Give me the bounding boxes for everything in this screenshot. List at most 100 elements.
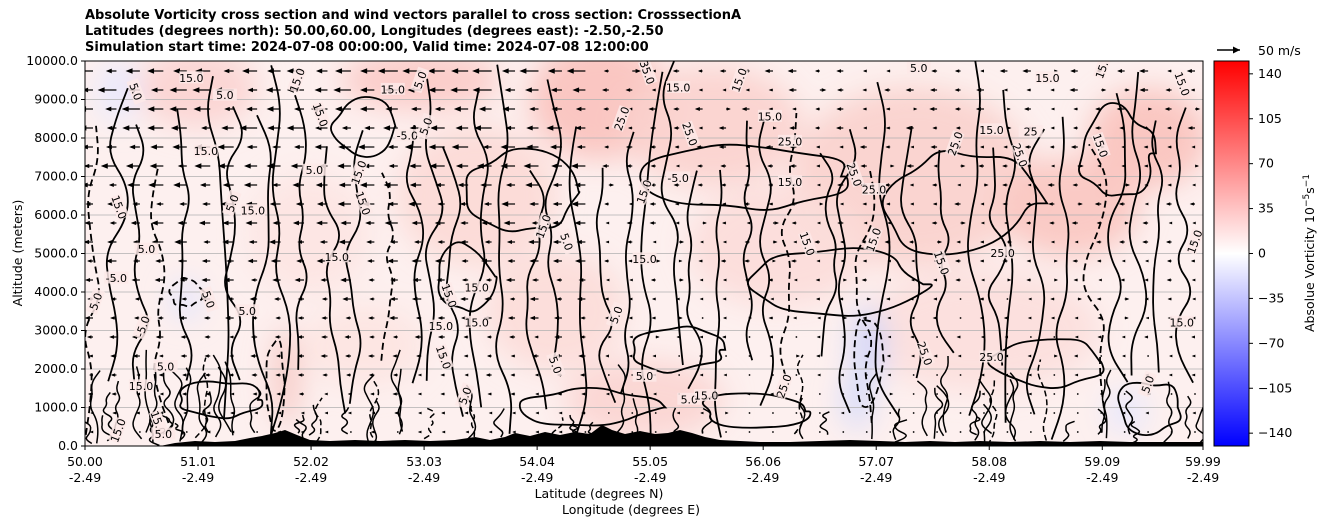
wind-vector-head: [885, 297, 890, 301]
wind-vector-head: [205, 392, 210, 396]
contour-label: 5.0: [412, 70, 430, 91]
wind-vector-head: [698, 259, 703, 263]
wind-vector-head: [650, 164, 655, 168]
wind-vector-head: [767, 164, 772, 168]
wind-vector-head: [437, 240, 443, 244]
contour-label: 25: [1024, 126, 1038, 139]
wind-vector-head: [463, 335, 468, 339]
wind-vector-head: [976, 88, 982, 92]
contour-label-bg: [439, 282, 460, 309]
x-tick-label-lon: -2.49: [973, 470, 1005, 485]
contour-label: 5.0: [1139, 374, 1157, 395]
wind-vector-head: [1121, 335, 1126, 339]
wind-vector-head: [177, 258, 184, 264]
wind-vector-head: [721, 183, 726, 187]
wind-vector-head: [523, 163, 531, 169]
wind-vector-head: [529, 315, 536, 321]
contour-label-bg: [151, 427, 176, 440]
wind-vector-head: [697, 183, 702, 187]
wind-vector-head: [387, 144, 394, 150]
wind-vector-head: [575, 125, 581, 131]
wind-vector-head: [1025, 221, 1031, 225]
wind-vector: [1029, 431, 1032, 433]
wind-vector-head: [604, 316, 609, 320]
contour-label-bg: [464, 281, 489, 294]
wind-vector-head: [885, 126, 890, 130]
wind-vector-head: [461, 278, 467, 282]
wind-vector-head: [389, 239, 395, 245]
contour-line: [424, 78, 444, 381]
wind-vector-head: [744, 240, 749, 244]
x-tick-label-lat: 55.05: [632, 454, 668, 469]
wind-vector-head: [769, 335, 773, 339]
wind-vector-head: [1122, 354, 1126, 358]
wind-vector-head: [525, 182, 532, 188]
wind-vector-head: [532, 278, 537, 282]
wind-vector: [138, 431, 141, 433]
wind-vector-head: [1167, 69, 1172, 73]
wind-vector-head: [552, 220, 558, 226]
wind-vector-head: [605, 278, 610, 282]
wind-vector-head: [1191, 373, 1196, 377]
wind-vector: [701, 431, 704, 433]
wind-vector-head: [1026, 259, 1031, 263]
wind-vector-head: [387, 201, 394, 207]
wind-vector-head: [1139, 87, 1145, 93]
wind-vector-head: [337, 163, 345, 169]
wind-vector-head: [954, 259, 960, 263]
wind-vector-head: [933, 164, 938, 168]
wind-vector: [983, 412, 985, 414]
wind-vector-head: [1124, 316, 1129, 320]
contour-line-low: [868, 372, 878, 440]
wind-vector-head: [412, 277, 418, 283]
wind-vector-head: [389, 297, 395, 301]
wind-vector-head: [1004, 335, 1009, 339]
field-patch: [248, 174, 369, 295]
contour-label-bg: [348, 158, 368, 186]
contour-line-low: [1195, 405, 1203, 444]
wind-vector-head: [1071, 221, 1077, 225]
x-tick-label-lon: -2.49: [747, 470, 779, 485]
wind-vector-head: [932, 316, 937, 320]
wind-vector-head: [698, 126, 703, 130]
wind-vector-head: [788, 88, 794, 92]
wind-vector-head: [133, 259, 138, 263]
wind-vector-head: [628, 354, 633, 358]
wind-vector-head: [368, 316, 373, 320]
contour-line-low: [314, 397, 323, 443]
contour-line-low: [249, 386, 262, 434]
wind-vector: [818, 393, 821, 395]
wind-vector-head: [814, 126, 819, 130]
wind-vector-head: [884, 88, 889, 92]
wind-vector-head: [1121, 411, 1126, 415]
wind-vector-head: [628, 202, 633, 206]
wind-vector-head: [105, 144, 112, 150]
wind-vector: [936, 374, 938, 376]
wind-vector-head: [388, 163, 395, 169]
field-patch: [841, 369, 874, 430]
wind-vector-head: [1144, 183, 1149, 187]
contour-label-bg: [353, 189, 374, 217]
contour-line-low: [202, 391, 212, 433]
wind-vector-head: [203, 240, 209, 244]
wind-vector-head: [156, 202, 161, 206]
wind-vector-head: [295, 201, 301, 207]
wind-vector-head: [954, 69, 960, 73]
wind-vector-head: [889, 392, 894, 396]
wind-vector-head: [105, 258, 112, 264]
x-tick-label-lat: 50.00: [67, 454, 103, 469]
wind-vector-head: [333, 87, 341, 93]
wind-vector-head: [790, 259, 796, 263]
wind-vector-head: [1097, 373, 1102, 377]
wind-vector-head: [90, 411, 94, 415]
wind-vector-head: [250, 335, 256, 339]
contour-label-bg: [235, 304, 260, 317]
wind-vector-head: [773, 126, 777, 130]
wind-vector-head: [651, 88, 656, 92]
wind-vector-head: [649, 221, 655, 225]
wind-vector-head: [1027, 240, 1032, 244]
wind-vector-head: [107, 239, 113, 245]
wind-vector-head: [653, 392, 657, 396]
wind-vector-head: [340, 277, 347, 283]
wind-vector-head: [370, 392, 374, 396]
